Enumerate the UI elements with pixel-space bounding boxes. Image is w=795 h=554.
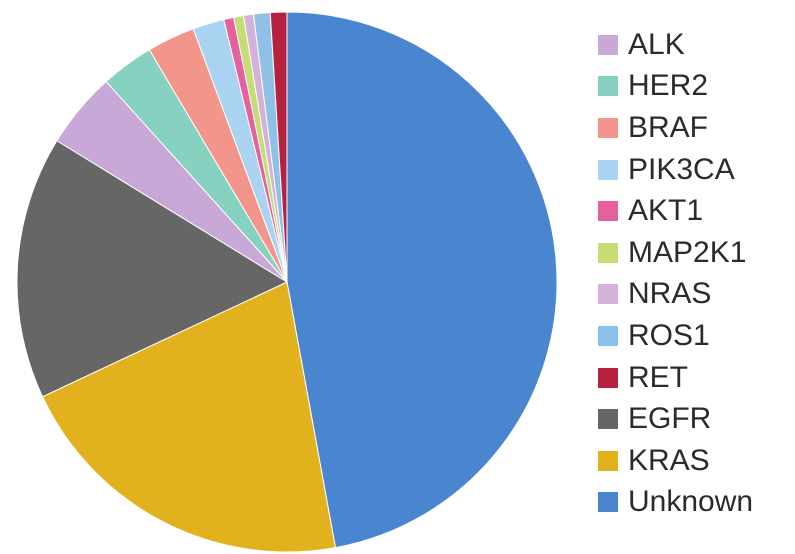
legend-swatch [598, 34, 618, 55]
legend-label: EGFR [628, 402, 712, 436]
legend-label: AKT1 [628, 194, 704, 228]
legend-swatch [598, 76, 618, 97]
legend-item-alk: ALK [598, 24, 795, 66]
legend-item-akt1: AKT1 [598, 190, 795, 232]
legend-swatch [598, 201, 618, 222]
pie-slice-unknown [286, 11, 558, 549]
legend-item-map2k1: MAP2K1 [598, 232, 795, 274]
legend-swatch [598, 367, 618, 388]
legend-item-ret: RET [598, 357, 795, 399]
pie-slice-kras [41, 281, 337, 553]
chart-legend: ALK HER2 BRAF PIK3CA AKT1 MAP2K1 NRAS ROS1 RET EG… [598, 24, 795, 523]
pie-slice-ret [269, 11, 288, 283]
legend-label: PIK3CA [628, 152, 735, 186]
legend-item-her2: HER2 [598, 66, 795, 108]
legend-swatch [598, 117, 618, 138]
legend-swatch [598, 325, 618, 346]
legend-label: MAP2K1 [628, 235, 747, 269]
legend-swatch [598, 284, 618, 305]
legend-item-pik3ca: PIK3CA [598, 149, 795, 191]
legend-item-braf: BRAF [598, 107, 795, 149]
pie-slice-egfr [16, 140, 289, 398]
legend-label: ALK [628, 27, 685, 61]
legend-item-egfr: EGFR [598, 398, 795, 440]
legend-swatch [598, 409, 618, 430]
legend-label: Unknown [628, 485, 754, 519]
legend-swatch [598, 159, 618, 180]
legend-label: NRAS [628, 277, 712, 311]
legend-swatch [598, 450, 618, 471]
legend-item-unknown: Unknown [598, 482, 795, 524]
legend-item-nras: NRAS [598, 274, 795, 316]
legend-label: HER2 [628, 69, 709, 103]
legend-item-ros1: ROS1 [598, 315, 795, 357]
legend-swatch [598, 242, 618, 263]
legend-item-kras: KRAS [598, 440, 795, 482]
legend-label: RET [628, 360, 688, 394]
legend-label: BRAF [628, 110, 709, 144]
legend-label: ROS1 [628, 318, 710, 352]
legend-swatch [598, 492, 618, 513]
legend-label: KRAS [628, 443, 710, 477]
